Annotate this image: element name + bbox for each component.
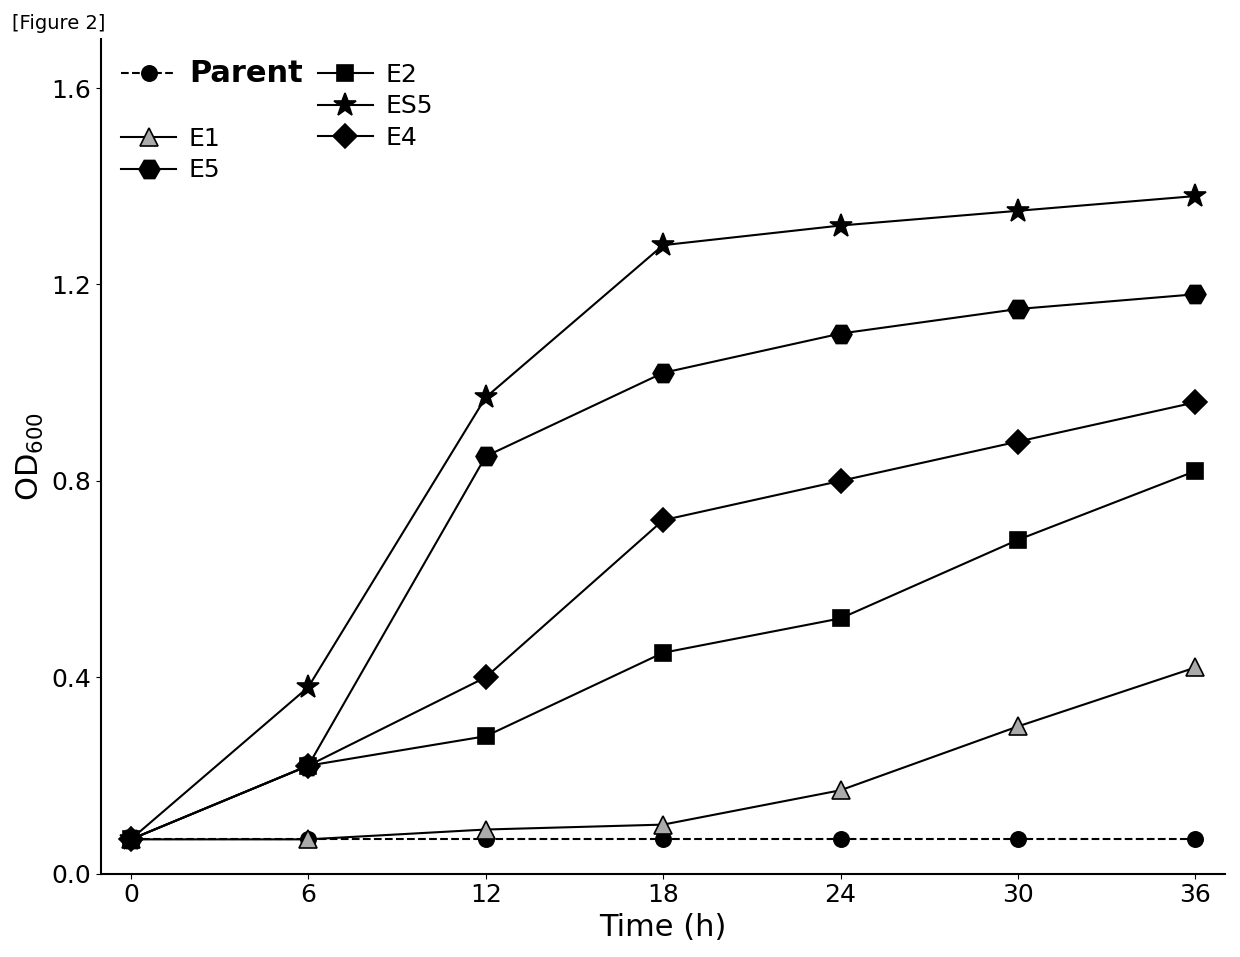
E4 (479, 672, 494, 683)
E5 (656, 367, 671, 379)
Text: [Figure 2]: [Figure 2] (12, 14, 105, 33)
Parent (1011, 834, 1025, 845)
E4 (1188, 396, 1203, 408)
Line: ES5: ES5 (119, 185, 1208, 851)
Line: E4: E4 (123, 394, 1204, 848)
Parent (1188, 834, 1203, 845)
E5 (1188, 288, 1203, 300)
E1 (656, 819, 671, 831)
E1 (833, 785, 848, 796)
E2 (656, 647, 671, 658)
E2 (124, 834, 139, 845)
E1 (479, 824, 494, 835)
E4 (656, 515, 671, 526)
E4 (833, 475, 848, 486)
Parent (479, 834, 494, 845)
Parent (124, 834, 139, 845)
Line: E5: E5 (120, 284, 1205, 850)
Legend: Parent, , E1, E5, E2, ES5, E4, : Parent, , E1, E5, E2, ES5, E4, (114, 52, 440, 189)
Line: E1: E1 (122, 658, 1204, 848)
E2 (1011, 534, 1025, 545)
E4 (124, 834, 139, 845)
E5 (479, 451, 494, 462)
Line: Parent: Parent (123, 832, 1203, 847)
E5 (833, 328, 848, 340)
Y-axis label: OD$_{600}$: OD$_{600}$ (15, 412, 46, 501)
ES5 (1011, 205, 1025, 216)
X-axis label: Time (h): Time (h) (599, 913, 727, 942)
ES5 (479, 391, 494, 403)
E4 (1011, 435, 1025, 447)
ES5 (301, 681, 316, 693)
E5 (1011, 303, 1025, 315)
ES5 (1188, 190, 1203, 202)
E2 (479, 730, 494, 742)
ES5 (656, 239, 671, 251)
E5 (124, 834, 139, 845)
ES5 (833, 220, 848, 232)
E1 (1188, 661, 1203, 673)
E5 (301, 760, 316, 771)
E1 (1011, 721, 1025, 732)
Parent (833, 834, 848, 845)
E4 (301, 760, 316, 771)
Parent (656, 834, 671, 845)
E2 (1188, 465, 1203, 477)
E1 (124, 834, 139, 845)
E2 (301, 760, 316, 771)
E1 (301, 834, 316, 845)
E2 (833, 612, 848, 624)
ES5 (124, 834, 139, 845)
Parent (301, 834, 316, 845)
Line: E2: E2 (123, 463, 1204, 848)
